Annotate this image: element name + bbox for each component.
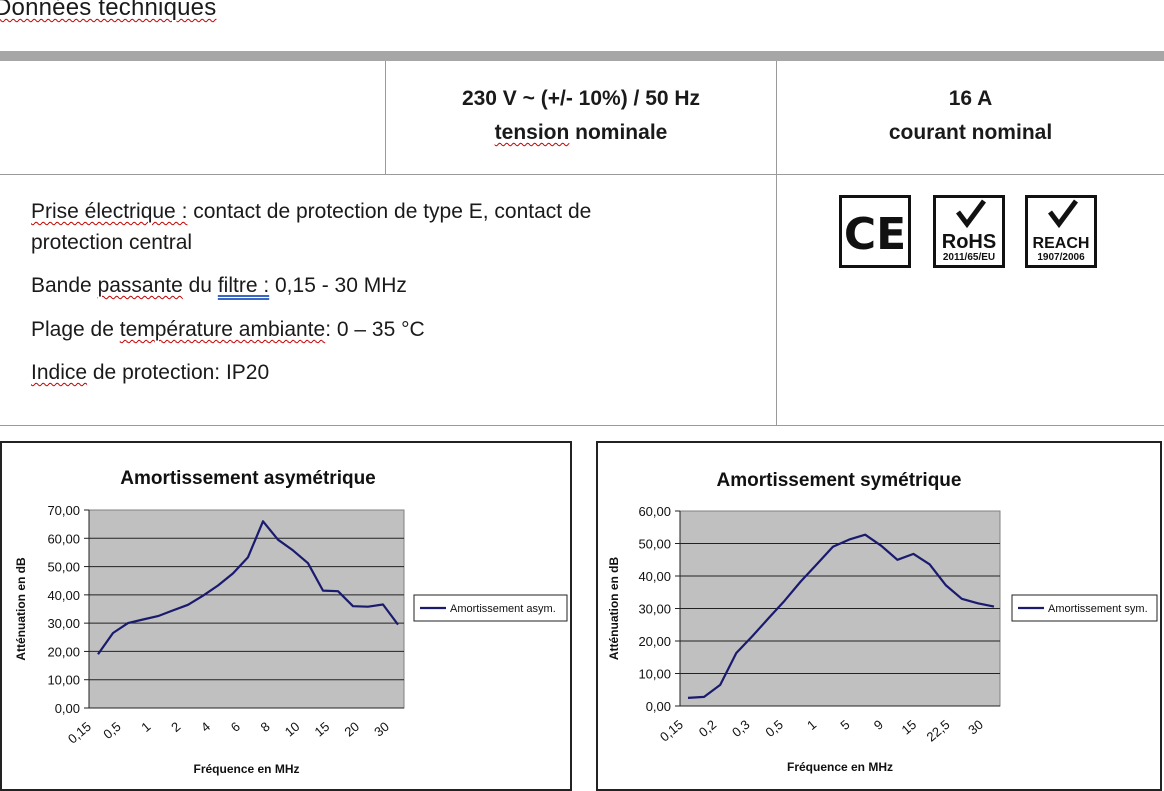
x-tick-label: 8 [258, 719, 273, 735]
x-tick-label: 1 [804, 717, 819, 733]
chart-asymmetric-svg: Amortissement asymétrique 0,00 10,00 20,00 3… [14, 468, 568, 776]
y-axis-label: Atténuation en dB [14, 557, 28, 661]
x-tick-label: 30 [965, 717, 986, 738]
spec-plug: Prise électrique : contact de protection… [31, 196, 731, 258]
reach-code: 1907/2006 [1037, 252, 1085, 263]
x-tick-label: 10 [282, 719, 303, 740]
reach-badge: REACH 1907/2006 [1025, 195, 1097, 268]
plot-area [88, 509, 405, 709]
page-title-text: Données techniques [0, 0, 217, 21]
page-title: Données techniques [0, 0, 216, 22]
y-tick-label: 0,00 [55, 701, 80, 716]
y-tick-label: 20,00 [638, 634, 671, 649]
spec-filter-w3: du [182, 274, 218, 297]
y-tick-label: 30,00 [47, 616, 80, 631]
x-tick-label: 30 [371, 719, 392, 740]
y-tick-label: 20,00 [47, 644, 80, 659]
voltage-label-word: tension [494, 121, 570, 144]
chart-symmetric: Amortissement symétrique 0,00 10,00 20,00 30… [596, 441, 1162, 791]
chart-asymmetric: Amortissement asymétrique 0,00 10,00 20,00 3… [0, 441, 572, 791]
legend-label: Amortissement sym. [1048, 603, 1148, 615]
voltage-cell: 230 V ~ (+/- 10%) / 50 Hz tension nomina… [385, 61, 776, 174]
voltage-value: 230 V ~ (+/- 10%) / 50 Hz [461, 87, 701, 110]
ce-mark-badge: CE [839, 195, 911, 268]
reach-label: REACH [1033, 235, 1090, 252]
chart-symmetric-svg: Amortissement symétrique 0,00 10,00 20,00 30… [607, 470, 1158, 774]
x-tick-label: 0,5 [762, 717, 785, 740]
current-value: 16 A [948, 87, 993, 110]
x-axis-label: Fréquence en MHz [787, 760, 893, 774]
spec-ip-w1: Indice [31, 361, 88, 384]
spec-temp-w1: Plage de [31, 318, 120, 341]
y-tick-label: 0,00 [646, 699, 671, 714]
ratings-row: 230 V ~ (+/- 10%) / 50 Hz tension nomina… [0, 61, 1164, 175]
spec-filter: Bande passante du filtre : 0,15 - 30 MHz [31, 270, 731, 301]
check-icon [1048, 199, 1079, 229]
spec-temp-value: : 0 – 35 °C [325, 318, 425, 341]
voltage-label-rest: nominale [569, 121, 668, 144]
rohs-label: RoHS [942, 231, 996, 253]
current-label: courant nominal [888, 121, 1053, 144]
spec-plug-value-2: protection central [31, 231, 193, 254]
legend-label: Amortissement asym. [450, 603, 556, 615]
reach-badge-art: REACH 1907/2006 [1033, 199, 1090, 263]
spec-filter-w2: passante [97, 274, 183, 297]
chart-title: Amortissement asymétrique [120, 468, 376, 489]
x-tick-label: 6 [228, 719, 243, 735]
x-tick-label: 0,15 [65, 719, 94, 747]
spec-plug-label: Prise électrique : [31, 200, 188, 223]
x-tick-label: 0,5 [100, 719, 123, 742]
x-tick-label: 1 [138, 719, 153, 735]
y-tick-label: 60,00 [638, 504, 671, 519]
rohs-badge: RoHS 2011/65/EU [933, 195, 1005, 268]
y-tick-label: 30,00 [638, 602, 671, 617]
x-tick-label: 0,2 [696, 717, 719, 740]
y-tick-label: 10,00 [47, 673, 80, 688]
x-tick-label: 2 [168, 719, 183, 735]
spec-filter-w1: Bande [31, 274, 98, 297]
series-line [687, 533, 995, 699]
spec-ip-w2: de protection: IP20 [87, 361, 270, 384]
y-tick-label: 50,00 [638, 537, 671, 552]
y-tick-label: 40,00 [638, 569, 671, 584]
chart-title: Amortissement symétrique [717, 470, 962, 491]
spec-temperature: Plage de température ambiante: 0 – 35 °C [31, 314, 731, 345]
x-tick-label: 5 [837, 717, 852, 733]
x-tick-label: 4 [198, 719, 213, 735]
section-divider [0, 51, 1164, 61]
check-icon [956, 199, 987, 229]
x-tick-label: 20 [341, 719, 362, 740]
y-tick-label: 60,00 [47, 531, 80, 546]
x-axis-label: Fréquence en MHz [193, 762, 299, 776]
x-tick-label: 15 [312, 719, 333, 740]
x-tick-label: 22,5 [924, 717, 953, 745]
x-tick-label: 0,15 [657, 717, 686, 745]
x-tick-label: 15 [899, 717, 920, 738]
specs-cell: Prise électrique : contact de protection… [0, 175, 776, 425]
ce-mark-text: CE [844, 209, 906, 260]
series-line [97, 520, 399, 655]
y-tick-label: 70,00 [47, 503, 80, 518]
x-tick-label: 0,3 [729, 717, 752, 740]
spec-ip: Indice de protection: IP20 [31, 357, 731, 388]
specs-row: Prise électrique : contact de protection… [0, 175, 1164, 426]
spec-table: 230 V ~ (+/- 10%) / 50 Hz tension nomina… [0, 61, 1164, 426]
certifications-cell: CE RoHS 2011/65/EU REACH 1907/2006 [776, 175, 1164, 425]
y-axis-label: Atténuation en dB [607, 557, 621, 661]
y-tick-label: 50,00 [47, 560, 80, 575]
current-cell: 16 A courant nominal [776, 61, 1164, 174]
empty-cell [0, 61, 385, 174]
spec-filter-w4: filtre : [217, 274, 270, 297]
y-tick-label: 10,00 [638, 667, 671, 682]
rohs-code: 2011/65/EU [943, 252, 995, 263]
spec-plug-value-1: contact de protection de type E, contact… [187, 200, 592, 223]
ce-mark-icon: CE [844, 209, 906, 260]
spec-temp-w2: température ambiante [119, 318, 326, 341]
voltage-label: tension nominale [386, 116, 776, 150]
spec-filter-value: 0,15 - 30 MHz [269, 274, 407, 297]
rohs-badge-art: RoHS 2011/65/EU [942, 199, 996, 263]
y-tick-label: 40,00 [47, 588, 80, 603]
x-tick-label: 9 [871, 717, 886, 733]
